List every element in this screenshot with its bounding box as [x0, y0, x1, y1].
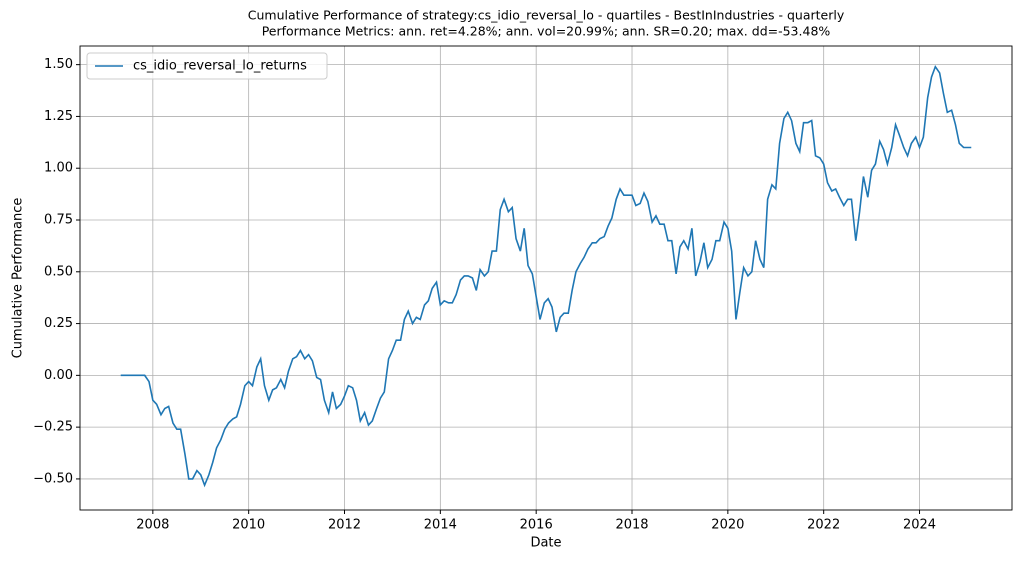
y-tick-label: 0.00 — [44, 368, 73, 383]
x-tick-label: 2024 — [903, 518, 936, 533]
legend-label: cs_idio_reversal_lo_returns — [133, 59, 307, 74]
series-line — [120, 64, 972, 488]
y-tick-label: 1.00 — [44, 161, 73, 176]
y-tick-label: −0.25 — [33, 420, 73, 435]
x-tick-label: 2022 — [807, 518, 840, 533]
plot-frame — [79, 45, 1013, 511]
y-axis-label: Cumulative Performance — [11, 198, 26, 359]
y-tick-label: −0.50 — [33, 471, 73, 486]
chart-title: Cumulative Performance of strategy:cs_id… — [248, 8, 845, 23]
x-tick-label: 2016 — [520, 518, 553, 533]
y-tick-label: 1.25 — [44, 109, 73, 124]
y-tick-label: 0.25 — [44, 316, 73, 331]
x-tick-label: 2018 — [615, 518, 648, 533]
y-tick-label: 0.75 — [44, 213, 73, 228]
x-tick-label: 2010 — [232, 518, 265, 533]
x-axis-label: Date — [530, 536, 561, 551]
x-tick-label: 2012 — [328, 518, 361, 533]
y-tick-label: 0.50 — [44, 264, 73, 279]
x-tick-label: 2008 — [136, 518, 169, 533]
legend-box — [86, 52, 328, 80]
y-tick-label: 1.50 — [44, 57, 73, 72]
x-tick-label: 2014 — [424, 518, 457, 533]
chart-subtitle: Performance Metrics: ann. ret=4.28%; ann… — [262, 24, 831, 39]
x-tick-label: 2020 — [711, 518, 744, 533]
